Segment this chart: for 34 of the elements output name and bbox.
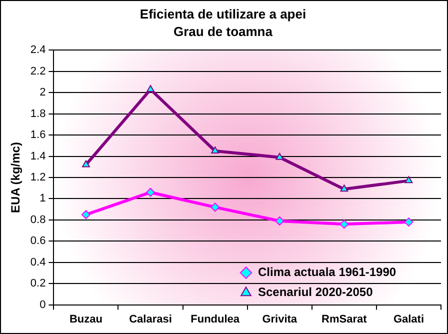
x-tick-label: RmSarat bbox=[322, 313, 368, 326]
x-tick-label: Grivita bbox=[262, 313, 298, 326]
y-tick-label: 2 bbox=[40, 86, 46, 99]
point bbox=[82, 160, 90, 168]
y-tick-label: 1.8 bbox=[30, 108, 46, 120]
point bbox=[81, 210, 90, 220]
y-tick-label: 0.4 bbox=[30, 256, 46, 268]
point bbox=[275, 216, 284, 226]
chart-subtitle: Grau de toamna bbox=[174, 24, 274, 39]
point bbox=[404, 218, 414, 227]
point bbox=[146, 84, 154, 92]
y-tick-label: 0.2 bbox=[30, 278, 46, 290]
legend-label: Clima actuala 1961-1990 bbox=[258, 265, 396, 280]
y-tick-label: 0 bbox=[40, 298, 46, 311]
x-tick-label: Buzau bbox=[69, 313, 102, 326]
y-tick-label: 1.4 bbox=[30, 150, 46, 162]
point bbox=[404, 176, 413, 184]
point bbox=[340, 184, 348, 192]
y-tick-label: 0.6 bbox=[30, 235, 46, 248]
y-tick-label: 1.6 bbox=[30, 129, 46, 142]
point bbox=[210, 202, 220, 212]
point bbox=[211, 146, 220, 154]
chart-title: Eficienta de utilizare a apei bbox=[140, 6, 306, 22]
y-tick-label: 0.8 bbox=[30, 214, 46, 226]
y-axis-title: EUA (kg/mc) bbox=[8, 142, 23, 213]
x-tick-label: Calarasi bbox=[129, 313, 172, 326]
y-tick-label: 2.4 bbox=[30, 44, 46, 56]
y-tick-label: 1 bbox=[40, 192, 46, 205]
legend-label: Scenariul 2020-2050 bbox=[258, 285, 374, 300]
point bbox=[146, 188, 156, 197]
x-tick-label: Galati bbox=[393, 313, 424, 326]
y-tick-label: 2.2 bbox=[30, 65, 46, 78]
y-tick-label: 1.2 bbox=[30, 172, 46, 184]
x-tick-label: Fundulea bbox=[190, 313, 240, 326]
